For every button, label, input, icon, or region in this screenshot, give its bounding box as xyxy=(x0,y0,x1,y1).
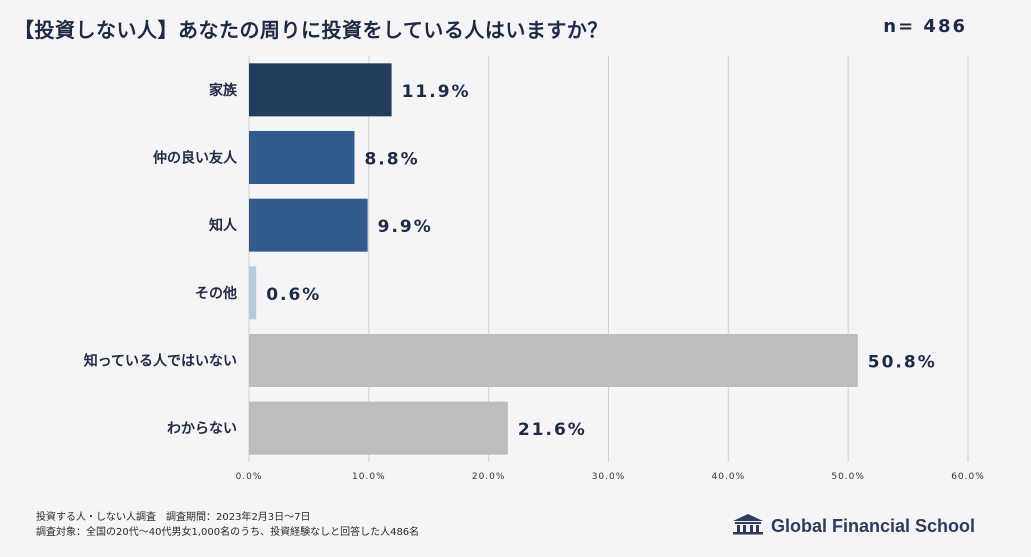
category-label: わからない xyxy=(167,421,237,437)
chart-title: 【投資しない人】あなたの周りに投資をしている人はいますか？ xyxy=(14,18,608,42)
bar xyxy=(249,198,368,252)
bar xyxy=(249,401,508,455)
bar xyxy=(249,266,257,320)
x-tick-label: 40.0% xyxy=(712,472,746,482)
bar xyxy=(249,131,355,184)
sample-size: n= 486 xyxy=(883,16,967,37)
x-tick-label: 60.0% xyxy=(951,472,985,482)
value-label: 8.8% xyxy=(364,150,419,170)
category-label: 知っている人ではいない xyxy=(84,353,237,370)
survey-target-note: 調査対象：全国の20代〜40代男女1,000名のうち、投資経験なしと回答した人4… xyxy=(36,527,420,538)
bar-chart: 0.0% 10.0% 20.0% 30.0% 40.0% 50.0% 60.0% 家族 11.9… xyxy=(84,56,985,482)
value-label: 50.8% xyxy=(868,353,937,373)
value-label: 11.9% xyxy=(402,82,471,102)
value-label: 9.9% xyxy=(378,217,433,237)
value-label: 0.6% xyxy=(266,285,321,305)
category-label: その他 xyxy=(195,285,237,302)
brand-logo: Global Financial School xyxy=(731,513,975,539)
x-tick-label: 10.0% xyxy=(352,472,386,482)
survey-note: 投資する人・しない人調査 調査期間：2023年2月3日〜7日 xyxy=(36,512,311,523)
bar xyxy=(249,63,392,117)
category-label: 家族 xyxy=(209,82,238,99)
value-label: 21.6% xyxy=(518,420,587,440)
bar xyxy=(249,334,858,387)
x-tick-label: 30.0% xyxy=(592,472,626,482)
category-label: 知人 xyxy=(209,217,238,234)
category-label: 仲の良い友人 xyxy=(153,150,238,167)
x-tick-label: 0.0% xyxy=(236,472,263,482)
brand-name: Global Financial School xyxy=(770,515,975,536)
school-building-icon xyxy=(731,513,765,539)
x-tick-label: 20.0% xyxy=(472,472,506,482)
x-tick-label: 50.0% xyxy=(831,472,865,482)
